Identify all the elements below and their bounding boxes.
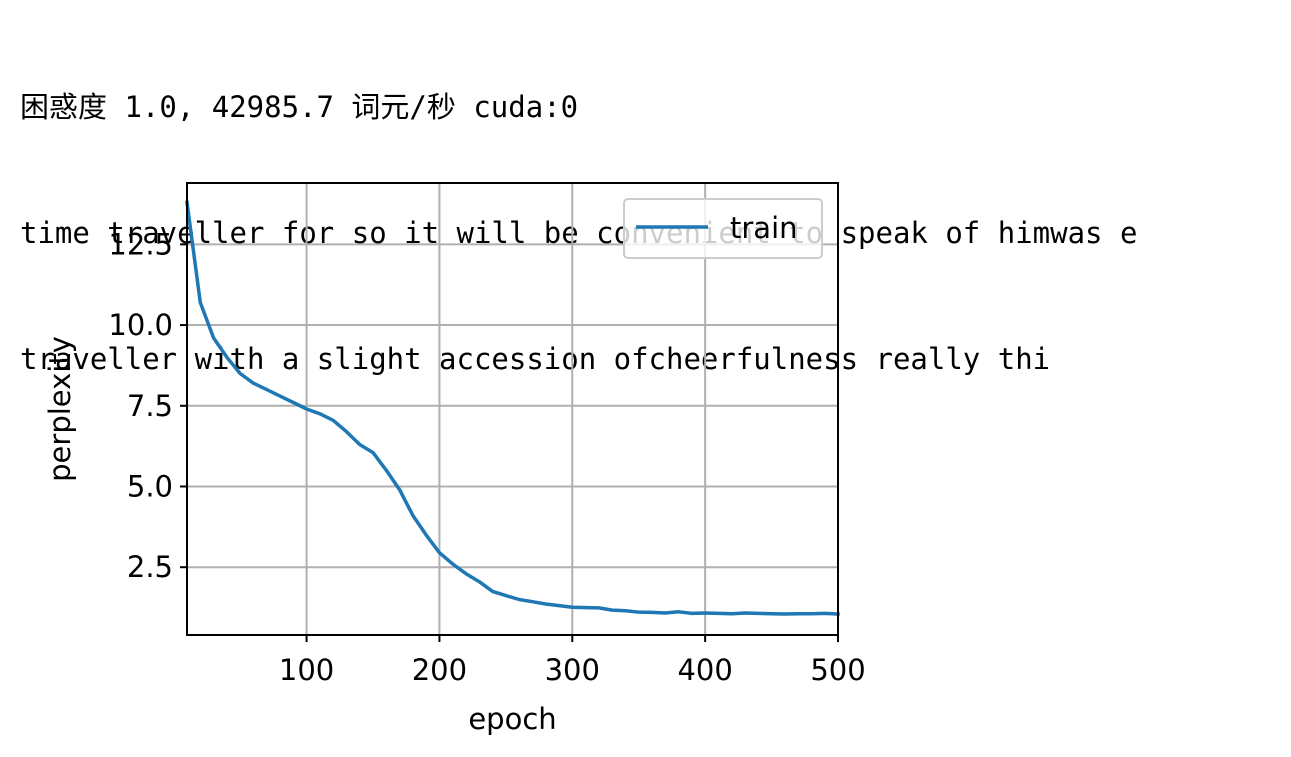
line-layer — [185, 200, 840, 616]
y-axis-label: perplexity — [43, 336, 77, 482]
legend-label-train: train — [730, 211, 798, 245]
plot-frame — [186, 182, 839, 636]
y-tick-label: 7.5 — [127, 389, 173, 423]
grid-layer — [187, 183, 839, 635]
x-tick-label: 500 — [810, 653, 865, 687]
status-line: 困惑度 1.0, 42985.7 词元/秒 cuda:0 — [20, 90, 579, 124]
y-tick-label: 2.5 — [127, 550, 173, 584]
y-tick-label: 10.0 — [108, 308, 173, 342]
x-tick-label: 100 — [279, 653, 334, 687]
x-tick-label: 300 — [545, 653, 600, 687]
x-tick-label: 400 — [677, 653, 732, 687]
tick-layer: 100 200 300 400 500 2.5 5.0 7.5 10.0 12.5 — [108, 227, 865, 687]
x-axis-label: epoch — [468, 702, 556, 736]
y-tick-label: 12.5 — [108, 227, 173, 261]
sample-line-2: traveller with a slight accession ofchee… — [20, 342, 1051, 376]
x-tick-label: 200 — [412, 653, 467, 687]
series-line-train — [185, 200, 840, 616]
y-tick-label: 5.0 — [127, 469, 173, 503]
legend: train — [623, 198, 823, 259]
legend-box — [623, 198, 823, 259]
